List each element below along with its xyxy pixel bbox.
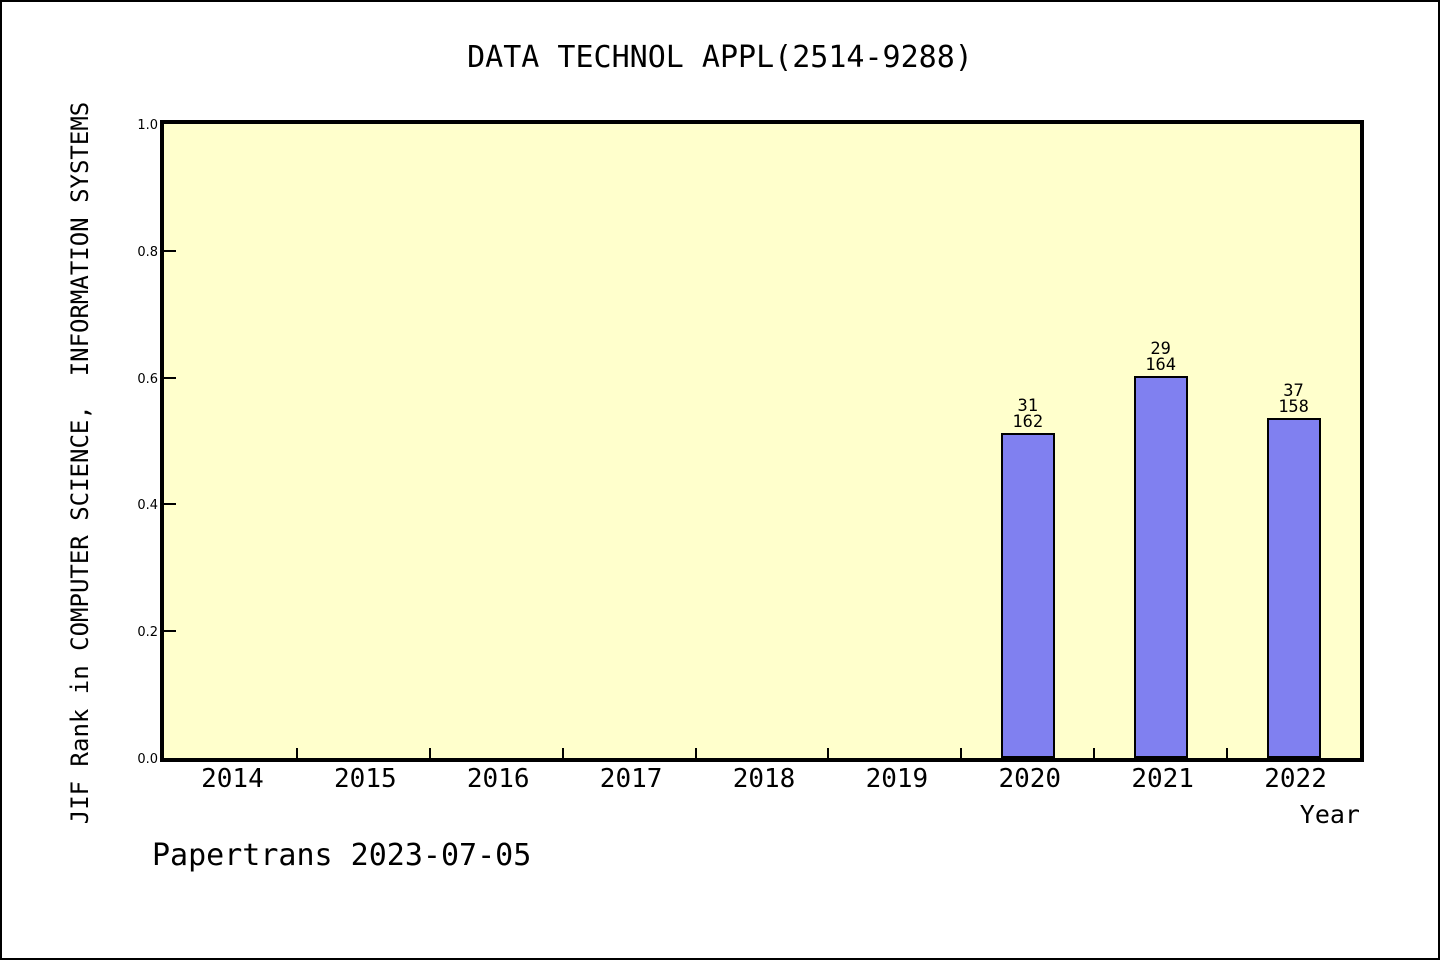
y-axis-title: JIF Rank in COMPUTER SCIENCE, INFORMATIO… [66, 101, 94, 825]
y-axis-tick [164, 630, 176, 633]
x-tick-label: 2018 [732, 764, 796, 794]
x-tick-label: 2015 [334, 764, 397, 794]
y-tick-label: 0.8 [137, 244, 158, 260]
y-tick-label: 0.6 [137, 371, 158, 387]
chart-title: DATA TECHNOL APPL(2514-9288) [467, 40, 973, 75]
y-tick-label: 1.0 [137, 118, 158, 133]
x-tick-label: 2016 [466, 764, 530, 794]
bar-label-2022: 37 158 [1278, 380, 1309, 417]
bar-2020 [1000, 432, 1055, 758]
x-tick-label: 2017 [599, 764, 663, 794]
x-tick-label: 2022 [1264, 764, 1327, 794]
x-tick-label: 2019 [865, 764, 929, 794]
x-axis-tick [694, 748, 697, 758]
x-axis-tick [960, 748, 963, 758]
y-axis-tick [164, 249, 176, 252]
bar-2021 [1133, 375, 1188, 758]
plot-area: 31 162 29 164 37 158 [160, 120, 1364, 762]
x-axis-tick [827, 748, 830, 758]
y-tick-label: 0.0 [137, 752, 158, 767]
x-axis-tick [561, 748, 564, 758]
x-axis-tick [295, 748, 298, 758]
bar-label-2020: 31 162 [1012, 395, 1044, 432]
x-axis-tick [428, 748, 431, 758]
x-tick-label: 2014 [201, 764, 264, 794]
y-axis-tick [164, 376, 176, 379]
y-tick-label: 0.2 [137, 625, 158, 641]
x-axis-tick [1093, 748, 1096, 758]
x-tick-label: 2021 [1131, 764, 1194, 794]
bar-label-2021: 29 164 [1145, 338, 1177, 375]
x-tick-label: 2020 [998, 764, 1062, 794]
plot-area-inner: 31 162 29 164 37 158 [164, 124, 1360, 758]
y-tick-label: 0.4 [137, 498, 158, 514]
footer-note: Papertrans 2023-07-05 [152, 838, 532, 873]
bar-2022 [1266, 417, 1321, 758]
x-axis-tick [1226, 748, 1229, 758]
y-axis-tick [164, 503, 176, 506]
x-axis-title: Year [1299, 800, 1360, 829]
